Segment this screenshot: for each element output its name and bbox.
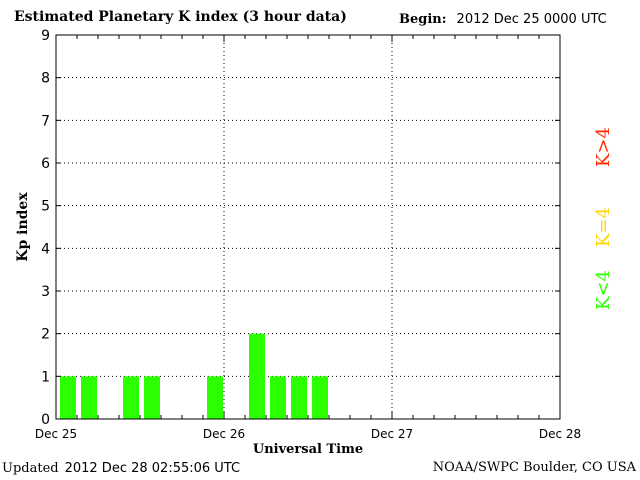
- axis-ticks: [55, 34, 561, 420]
- y-tick-label: 3: [41, 284, 50, 300]
- y-tick-label: 1: [41, 369, 50, 385]
- x-axis-label: Universal Time: [253, 442, 363, 457]
- legend-entry: K=4: [593, 207, 614, 247]
- y-tick-label: 8: [41, 71, 50, 87]
- kp-bar: [291, 376, 307, 419]
- y-tick-label: 2: [41, 327, 50, 343]
- grid-lines: [56, 35, 560, 419]
- bars: [60, 333, 328, 419]
- x-tick-label: Dec 25: [35, 427, 77, 441]
- kp-bar: [312, 376, 328, 419]
- credit-text: NOAA/SWPC Boulder, CO USA: [432, 460, 636, 475]
- updated-label: Updated: [2, 461, 59, 476]
- begin-info: Begin: 2012 Dec 25 0000 UTC: [399, 11, 607, 27]
- y-tick-label: 5: [41, 199, 50, 215]
- updated-value: 2012 Dec 28 02:55:06 UTC: [64, 461, 241, 476]
- begin-label: Begin:: [399, 12, 447, 27]
- y-tick-label: 7: [41, 113, 50, 129]
- legend-entry: K>4: [593, 127, 614, 167]
- y-tick-label: 0: [41, 412, 50, 428]
- kp-bar: [123, 376, 139, 419]
- y-tick-label: 4: [41, 241, 50, 257]
- y-tick-label: 9: [41, 28, 50, 44]
- chart-title: Estimated Planetary K index (3 hour data…: [14, 9, 347, 25]
- y-tick-labels: 0 1 2 3 4 5 6 7 8 9: [41, 28, 50, 428]
- kp-bar: [60, 376, 76, 419]
- begin-value: 2012 Dec 25 0000 UTC: [456, 12, 607, 27]
- plot-frame: [55, 34, 561, 420]
- x-tick-label: Dec 27: [371, 427, 413, 441]
- kp-bar: [270, 376, 286, 419]
- kp-bar: [207, 376, 223, 419]
- legend-entry: K<4: [593, 270, 614, 310]
- y-axis-label: Kp index: [15, 192, 31, 262]
- x-tick-label: Dec 26: [203, 427, 245, 441]
- kp-bar: [249, 333, 265, 419]
- legend: K>4 K=4 K<4: [593, 127, 614, 310]
- kp-bar: [144, 376, 160, 419]
- updated-info: Updated 2012 Dec 28 02:55:06 UTC: [2, 460, 240, 476]
- x-tick-label: Dec 28: [539, 427, 581, 441]
- x-tick-labels: Dec 25 Dec 26 Dec 27 Dec 28: [35, 427, 581, 441]
- y-tick-label: 6: [41, 156, 50, 172]
- kp-bar: [81, 376, 97, 419]
